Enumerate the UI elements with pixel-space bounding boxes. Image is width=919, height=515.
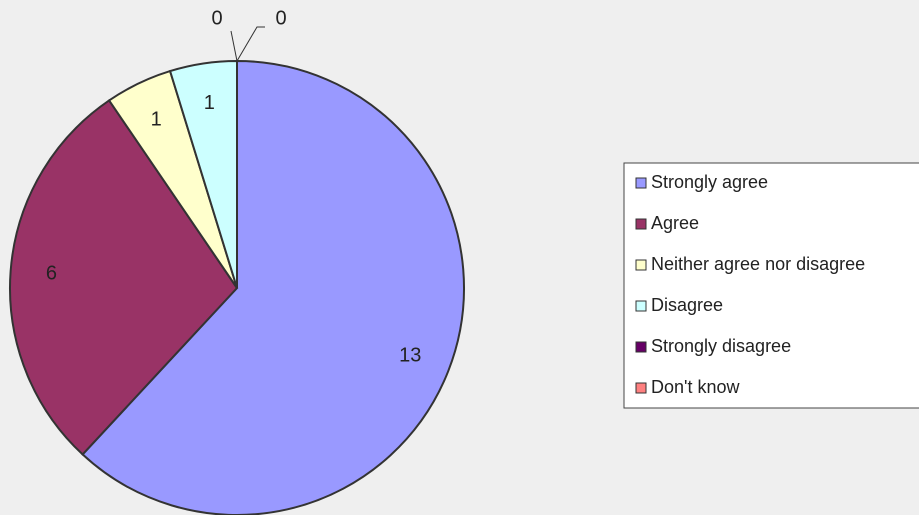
leader-line <box>236 26 265 62</box>
data-label: 0 <box>275 7 286 29</box>
data-label: 1 <box>204 92 215 114</box>
data-label: 6 <box>46 262 57 284</box>
legend-swatch <box>635 259 647 271</box>
legend-label: Strongly disagree <box>651 336 791 356</box>
data-label: 13 <box>399 344 421 366</box>
legend-swatch <box>635 341 647 353</box>
legend-label: Don't know <box>651 377 740 397</box>
legend-box <box>623 162 919 409</box>
legend-label: Strongly agree <box>651 172 768 192</box>
pie-slice <box>9 99 239 456</box>
leader-line <box>230 30 238 62</box>
legend-swatch <box>635 382 647 394</box>
legend-swatch <box>635 300 647 312</box>
data-label: 1 <box>151 109 162 131</box>
data-label: 0 <box>211 7 222 29</box>
legend-swatch <box>635 177 647 189</box>
legend-label: Disagree <box>651 295 723 315</box>
legend-label: Neither agree nor disagree <box>651 254 865 274</box>
legend-swatch <box>635 218 647 230</box>
pie-slice <box>81 59 465 515</box>
legend-label: Agree <box>651 213 699 233</box>
